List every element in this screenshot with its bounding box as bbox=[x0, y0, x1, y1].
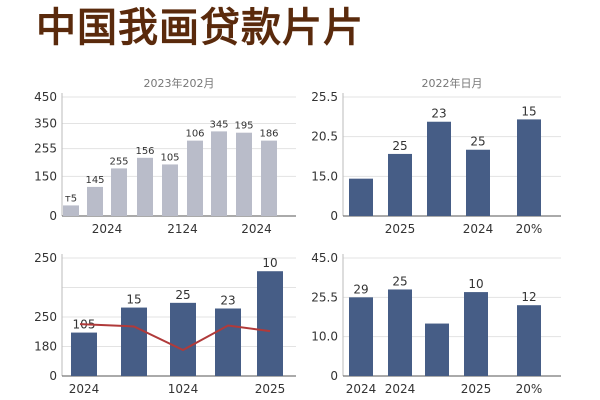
y-tick-label: 250 bbox=[34, 310, 57, 324]
bar bbox=[388, 289, 412, 376]
data-label: 186 bbox=[259, 129, 278, 140]
y-tick-label: 15.0 bbox=[311, 169, 338, 183]
x-tick-label: 2025 bbox=[255, 382, 286, 396]
bar bbox=[162, 164, 178, 216]
y-tick-label: 450 bbox=[34, 90, 57, 104]
y-tick-label: 0 bbox=[330, 369, 338, 383]
data-label: 15 bbox=[126, 293, 141, 307]
x-tick-label: 20% bbox=[516, 222, 543, 236]
data-label: 195 bbox=[234, 121, 253, 132]
chart-title: 2022年日月 bbox=[422, 76, 483, 90]
data-label: 25 bbox=[175, 288, 190, 302]
x-tick-label: 2025 bbox=[385, 222, 416, 236]
bar bbox=[71, 332, 97, 376]
data-label: 145 bbox=[85, 175, 104, 186]
chart-top-right: 2022年日月 0 15.0 20.5 25.5 25 23 25 15 2025 2024 20% bbox=[311, 76, 561, 236]
y-tick-label: 20.5 bbox=[311, 130, 338, 144]
bar bbox=[466, 149, 490, 216]
data-label: 15 bbox=[521, 104, 536, 118]
bar bbox=[121, 307, 147, 376]
data-label: 12 bbox=[521, 290, 536, 304]
x-tick-label: 2024 bbox=[346, 382, 377, 396]
x-tick-label: 2024 bbox=[69, 382, 100, 396]
page-title: 中国我画贷款片片 bbox=[36, 5, 364, 51]
bar bbox=[425, 323, 449, 376]
x-tick-label: 20% bbox=[516, 382, 543, 396]
y-tick-label: 45.0 bbox=[311, 251, 338, 265]
bar bbox=[257, 271, 283, 376]
data-label: 25 bbox=[470, 135, 485, 149]
bar bbox=[517, 119, 541, 216]
y-tick-label: 0 bbox=[330, 209, 338, 223]
bar bbox=[63, 205, 79, 216]
x-tick-label: 2025 bbox=[461, 382, 492, 396]
y-tick-label: 350 bbox=[34, 116, 57, 130]
y-tick-label: 250 bbox=[34, 251, 57, 265]
chart-title: 2023年202月 bbox=[144, 76, 215, 90]
bar bbox=[111, 168, 127, 216]
bar bbox=[187, 140, 203, 216]
data-label: 23 bbox=[220, 294, 235, 308]
data-label: 345 bbox=[209, 119, 228, 130]
bar bbox=[87, 186, 103, 216]
y-tick-label: 25.5 bbox=[311, 90, 338, 104]
bar bbox=[349, 178, 373, 216]
bar bbox=[349, 297, 373, 376]
data-label: 29 bbox=[353, 282, 368, 296]
y-tick-label: 0 bbox=[49, 209, 57, 223]
data-label: т5 bbox=[65, 193, 77, 204]
chart-bottom-right: 0 10.0 25.5 45.0 29 25 10 12 2024 2024 2025 20% bbox=[311, 251, 561, 396]
x-tick-label: 2024 bbox=[385, 382, 416, 396]
bar bbox=[261, 140, 277, 216]
bar bbox=[137, 157, 153, 216]
chart-top-left: 2023年202月 0 150 255 350 450 т5 145 255 156 105 106 3… bbox=[34, 76, 296, 236]
data-label: 23 bbox=[431, 107, 446, 121]
bar bbox=[236, 132, 252, 216]
bar bbox=[388, 153, 412, 216]
bar bbox=[215, 308, 241, 376]
bar bbox=[517, 305, 541, 376]
y-tick-label: 180 bbox=[34, 340, 57, 354]
bar bbox=[211, 131, 227, 216]
data-label: 106 bbox=[185, 129, 204, 140]
data-label: 10 bbox=[262, 256, 277, 270]
series-line bbox=[79, 323, 271, 352]
y-tick-label: 150 bbox=[34, 169, 57, 183]
y-tick-label: 10.0 bbox=[311, 330, 338, 344]
y-tick-label: 255 bbox=[34, 142, 57, 156]
y-tick-label: 0 bbox=[49, 369, 57, 383]
data-label: 10 bbox=[468, 277, 483, 291]
data-label: 156 bbox=[135, 146, 154, 157]
bar bbox=[170, 302, 196, 376]
x-tick-label: 2024 bbox=[92, 222, 123, 236]
x-tick-label: 2024 bbox=[241, 222, 272, 236]
y-tick-label: 25.5 bbox=[311, 290, 338, 304]
data-label: 255 bbox=[109, 156, 128, 167]
bar bbox=[427, 121, 451, 216]
data-label: 105 bbox=[160, 152, 179, 163]
x-tick-label: 1024 bbox=[168, 382, 199, 396]
data-label: 25 bbox=[392, 139, 407, 153]
data-label: 25 bbox=[392, 274, 407, 288]
bar bbox=[464, 292, 488, 376]
x-tick-label: 2024 bbox=[463, 222, 494, 236]
x-tick-label: 2124 bbox=[167, 222, 198, 236]
